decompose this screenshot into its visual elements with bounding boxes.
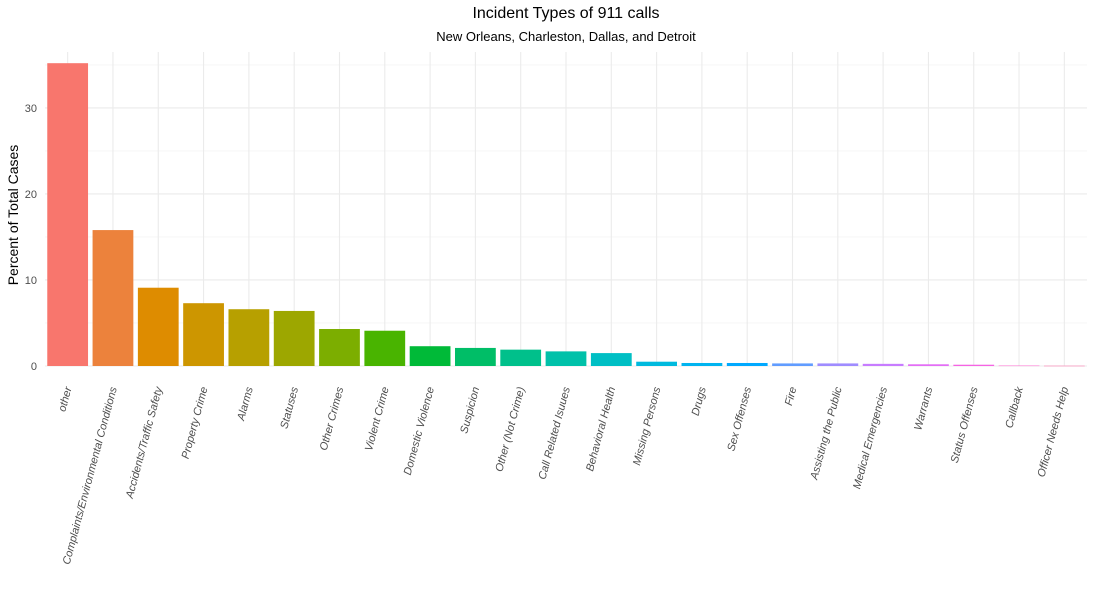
x-tick-label: Violent Crime [363,386,392,453]
bar [364,330,406,366]
x-tick-label: Drugs [690,385,709,417]
bar [998,365,1040,367]
chart-title: Incident Types of 911 calls [472,5,660,22]
bar [500,349,542,366]
bar [636,361,677,366]
y-tick-label: 30 [25,103,37,115]
x-tick-label: Sex Offenses [725,385,754,452]
x-tick-label: Missing Persons [631,385,664,467]
x-tick-label: other [56,384,74,413]
bar [92,230,134,366]
bar [137,287,179,366]
chart-subtitle: New Orleans, Charleston, Dallas, and Det… [436,29,696,44]
bar-layer [47,63,1085,367]
bar [1043,365,1085,367]
bar [47,63,89,366]
bar [862,363,904,366]
x-tick-label: Warrants [912,385,935,431]
bar [319,329,360,366]
x-tick-label: Accidents/Traffic Safety [124,384,166,500]
x-tick-label: Complaints/Environmental Conditions [61,385,120,566]
bar [772,363,813,366]
y-tick-label: 0 [31,361,37,373]
x-tick-label: Officer Needs Help [1036,386,1072,479]
bar [409,346,451,366]
x-tick-label: Other (Not Crime) [493,385,527,473]
x-tick-label: Assisting the Public [808,385,845,482]
x-tick-label: Other Crimes [318,385,347,452]
bar [183,303,224,366]
bar [953,364,995,366]
y-axis-label: Percent of Total Cases [5,145,21,286]
bar [590,353,632,366]
y-tick-label: 20 [25,189,37,201]
grid-layer [45,52,1087,367]
x-tick-label: Suspicion [458,386,482,435]
bar [681,362,723,366]
bar [545,351,587,366]
y-axis-ticks: 0 10 20 30 [25,103,37,373]
x-tick-label: Property Crime [180,386,211,461]
x-tick-label: Status Offenses [949,385,981,464]
x-tick-label: Statuses [278,385,301,430]
bar [455,347,496,366]
x-tick-label: Fire [783,386,799,407]
x-tick-label: Callback [1003,385,1026,429]
y-tick-label: 10 [25,275,37,287]
x-tick-label: Domestic Violence [402,386,437,477]
bar [726,362,768,366]
bar [228,309,270,366]
bar [908,364,949,366]
bar [273,310,315,366]
x-tick-label: Alarms [235,385,256,423]
x-tick-label: Call Related Isuues [537,385,573,481]
bar [817,363,859,366]
x-tick-label: Medical Emergencies [851,385,890,490]
x-tick-label: Behavioral Health [584,386,618,473]
